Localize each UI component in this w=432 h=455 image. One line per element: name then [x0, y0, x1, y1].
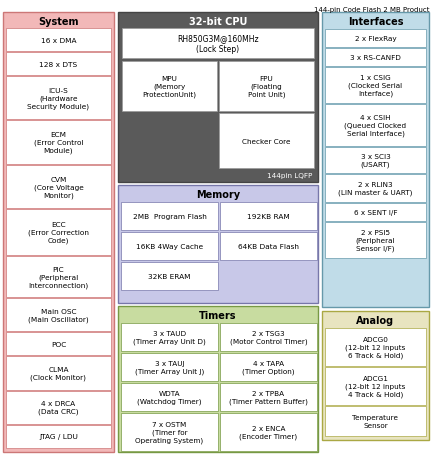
Text: Analog: Analog [356, 315, 394, 325]
Bar [121, 383, 218, 411]
Text: ECM
(Error Control
Module): ECM (Error Control Module) [34, 132, 83, 154]
Text: ADCG1
(12-bit 12 inputs
4 Track & Hold): ADCG1 (12-bit 12 inputs 4 Track & Hold) [345, 375, 406, 397]
Bar [322, 311, 429, 440]
Text: 4 x CSIH
(Queued Clocked
Serial Interface): 4 x CSIH (Queued Clocked Serial Interfac… [344, 115, 407, 136]
Text: 16KB 4Way Cache: 16KB 4Way Cache [136, 243, 203, 249]
Bar [6, 257, 111, 298]
Bar [325, 328, 426, 366]
Text: 2 x PSI5
(Peripheral
Sensor I/F): 2 x PSI5 (Peripheral Sensor I/F) [356, 229, 395, 252]
Bar [6, 121, 111, 165]
Bar [121, 263, 218, 290]
Bar [220, 353, 317, 381]
Bar [325, 49, 426, 67]
Bar [325, 406, 426, 436]
Text: 2 x TPBA
(Timer Pattern Buffer): 2 x TPBA (Timer Pattern Buffer) [229, 390, 308, 404]
Text: 2 x FlexRay: 2 x FlexRay [355, 36, 396, 42]
Text: Checker Core: Checker Core [242, 138, 291, 144]
Bar [219, 114, 314, 169]
Text: Main OSC
(Main Oscillator): Main OSC (Main Oscillator) [28, 308, 89, 322]
Bar [121, 202, 218, 231]
Text: 6 x SENT I/F: 6 x SENT I/F [354, 210, 397, 216]
Text: JTAG / LDU: JTAG / LDU [39, 434, 78, 440]
Text: ECC
(Error Correction
Code): ECC (Error Correction Code) [28, 222, 89, 244]
Bar [6, 425, 111, 448]
Text: ICU-S
(Hardware
Security Module): ICU-S (Hardware Security Module) [28, 87, 89, 110]
Text: 64KB Data Flash: 64KB Data Flash [238, 243, 299, 249]
Text: 1 x CSIG
(Clocked Serial
Interface): 1 x CSIG (Clocked Serial Interface) [349, 75, 403, 97]
Bar [325, 203, 426, 222]
Bar [220, 324, 317, 351]
Bar [118, 186, 318, 303]
Bar [6, 391, 111, 424]
Bar [3, 13, 114, 452]
Text: Memory: Memory [196, 190, 240, 200]
Text: 144pin LQFP: 144pin LQFP [267, 172, 312, 179]
Text: 3 x RS-CANFD: 3 x RS-CANFD [350, 55, 401, 61]
Bar [122, 29, 314, 59]
Bar [325, 222, 426, 258]
Bar [121, 353, 218, 381]
Text: Temperature
Sensor: Temperature Sensor [353, 415, 398, 428]
Text: CLMA
(Clock Monitor): CLMA (Clock Monitor) [31, 366, 86, 380]
Text: 32-bit CPU: 32-bit CPU [189, 17, 247, 27]
Text: 2 x ENCA
(Encoder Timer): 2 x ENCA (Encoder Timer) [239, 425, 298, 439]
Bar [220, 202, 317, 231]
Text: POC: POC [51, 341, 66, 347]
Text: MPU
(Memory
ProtectionUnit): MPU (Memory ProtectionUnit) [143, 76, 197, 98]
Bar [118, 13, 318, 182]
Text: 3 x SCI3
(USART): 3 x SCI3 (USART) [361, 154, 391, 167]
Text: 3 x TAUJ
(Timer Array Unit J): 3 x TAUJ (Timer Array Unit J) [135, 360, 204, 374]
Bar [6, 166, 111, 209]
Text: 2 x RLIN3
(LIN master & UART): 2 x RLIN3 (LIN master & UART) [338, 182, 413, 196]
Text: 3 x TAUD
(Timer Array Unit D): 3 x TAUD (Timer Array Unit D) [133, 330, 206, 344]
Text: Interfaces: Interfaces [348, 17, 403, 27]
Bar [6, 298, 111, 332]
Bar [322, 13, 429, 307]
Bar [220, 383, 317, 411]
Bar [325, 105, 426, 147]
Text: WDTA
(Watchdog Timer): WDTA (Watchdog Timer) [137, 390, 202, 404]
Bar [325, 175, 426, 202]
Text: Timers: Timers [199, 310, 237, 320]
Bar [325, 148, 426, 174]
Text: PIC
(Peripheral
Interconnection): PIC (Peripheral Interconnection) [29, 266, 89, 288]
Bar [121, 324, 218, 351]
Bar [122, 62, 217, 112]
Text: CVM
(Core Voltage
Monitor): CVM (Core Voltage Monitor) [34, 176, 83, 198]
Text: FPU
(Floating
Point Unit): FPU (Floating Point Unit) [248, 76, 285, 98]
Text: 32KB ERAM: 32KB ERAM [148, 273, 191, 279]
Text: 4 x DRCA
(Data CRC): 4 x DRCA (Data CRC) [38, 400, 79, 415]
Bar [6, 210, 111, 256]
Bar [220, 413, 317, 451]
Text: RH850G3M@160MHz
(Lock Step): RH850G3M@160MHz (Lock Step) [177, 34, 259, 54]
Bar [220, 233, 317, 260]
Bar [325, 30, 426, 48]
Bar [325, 68, 426, 104]
Bar [6, 53, 111, 76]
Bar [121, 413, 218, 451]
Text: 128 x DTS: 128 x DTS [39, 61, 78, 67]
Text: 144-pin Code Flash 2 MB Product: 144-pin Code Flash 2 MB Product [314, 7, 430, 13]
Text: 7 x OSTM
(Timer for
Operating System): 7 x OSTM (Timer for Operating System) [136, 421, 203, 443]
Bar [6, 357, 111, 390]
Bar [6, 29, 111, 52]
Bar [325, 367, 426, 405]
Bar [121, 233, 218, 260]
Text: ADCG0
(12-bit 12 inputs
6 Track & Hold): ADCG0 (12-bit 12 inputs 6 Track & Hold) [345, 336, 406, 358]
Bar [219, 62, 314, 112]
Text: 4 x TAPA
(Timer Option): 4 x TAPA (Timer Option) [242, 360, 295, 374]
Text: 2MB  Program Flash: 2MB Program Flash [133, 213, 206, 219]
Text: 16 x DMA: 16 x DMA [41, 37, 76, 43]
Bar [6, 333, 111, 356]
Text: 2 x TSG3
(Motor Control Timer): 2 x TSG3 (Motor Control Timer) [230, 330, 307, 344]
Bar [118, 306, 318, 452]
Text: System: System [38, 17, 79, 27]
Text: 192KB RAM: 192KB RAM [247, 213, 290, 219]
Bar [6, 77, 111, 120]
